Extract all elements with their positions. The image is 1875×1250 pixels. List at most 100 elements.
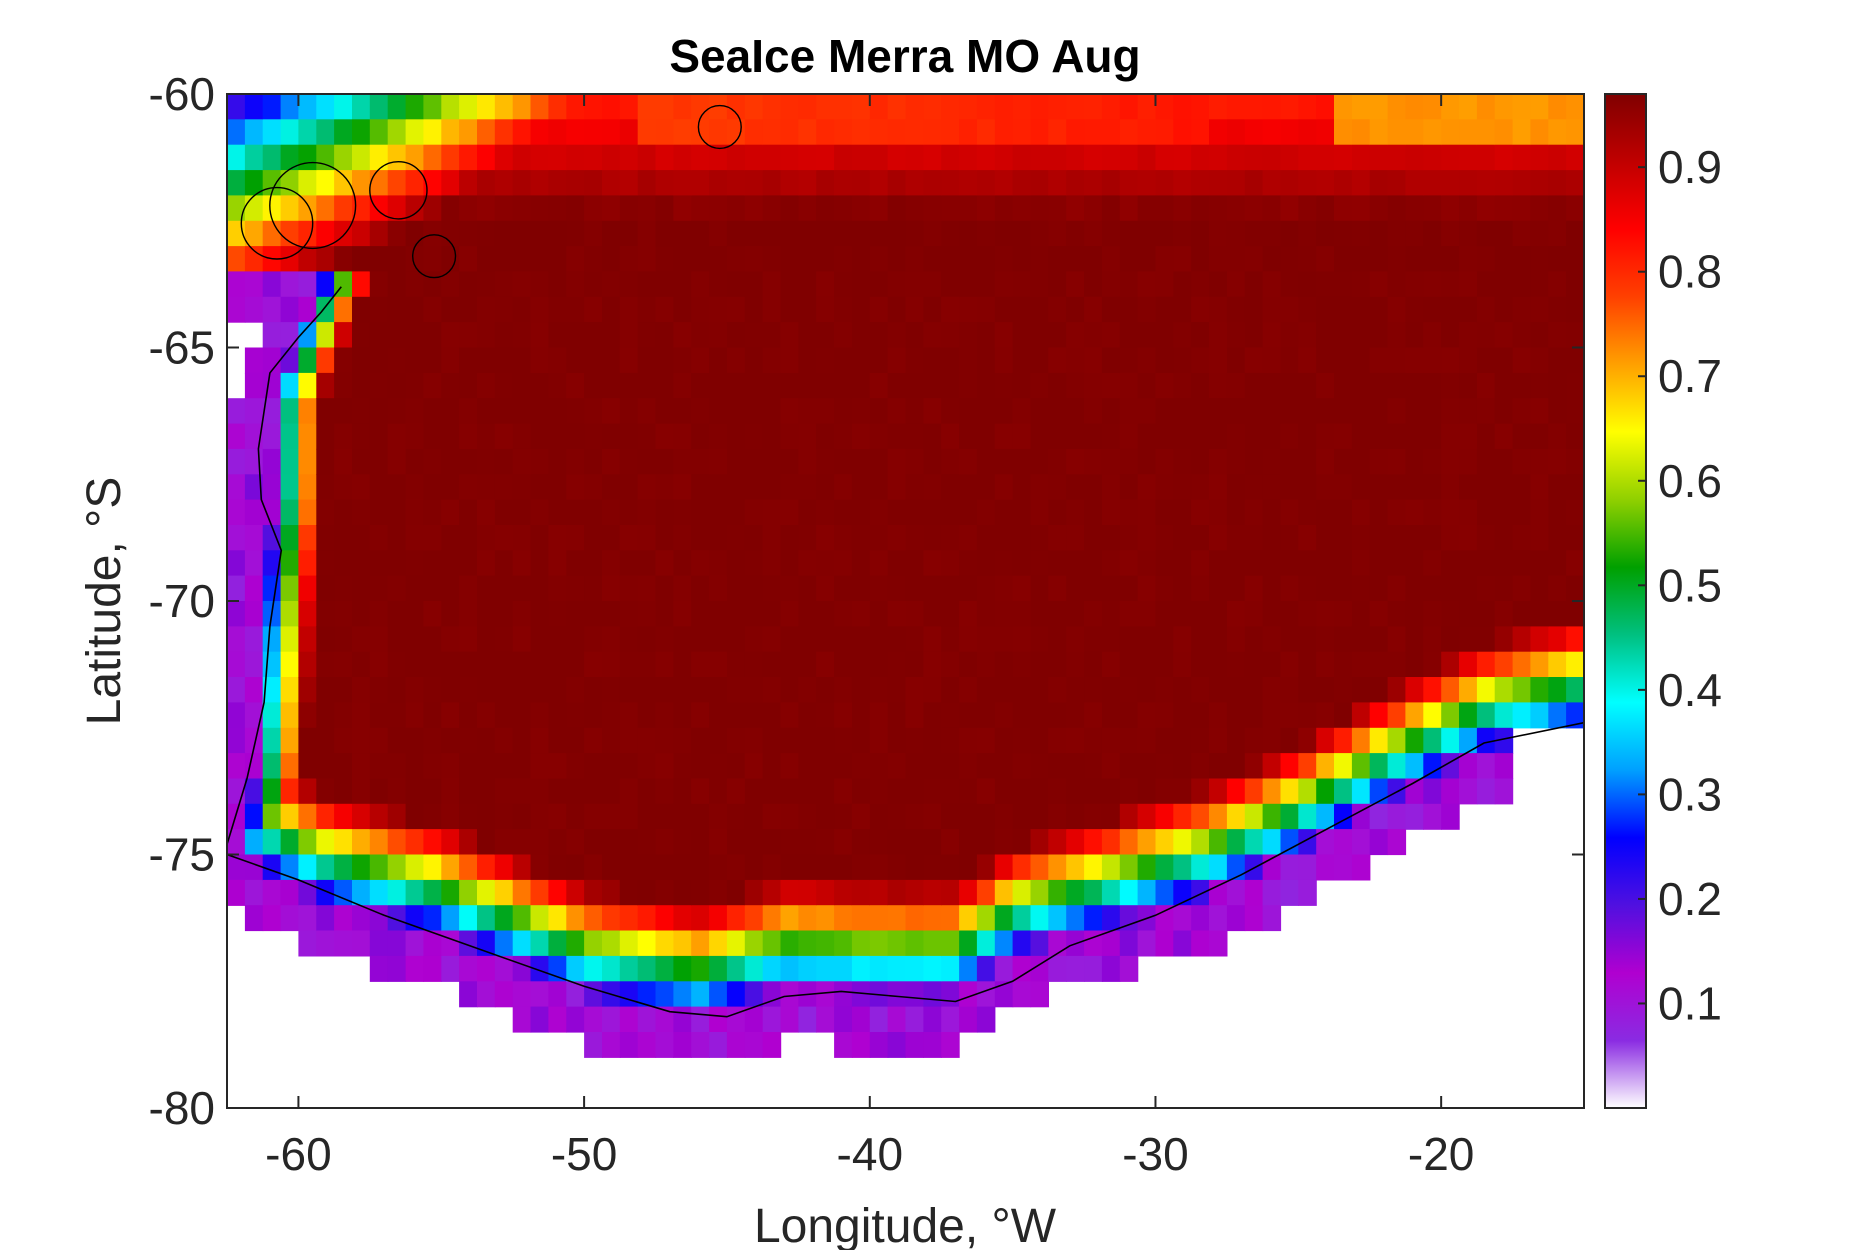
heatmap-cell	[673, 575, 692, 602]
heatmap-cell	[477, 955, 496, 982]
heatmap-cell	[1012, 930, 1032, 957]
heatmap-cell	[1530, 626, 1549, 653]
heatmap-cell	[1512, 398, 1532, 425]
heatmap-cell	[941, 474, 960, 501]
heatmap-cell	[1030, 550, 1049, 577]
heatmap-cell	[1316, 525, 1335, 551]
heatmap-cell	[1494, 651, 1514, 678]
heatmap-cell	[423, 879, 442, 906]
heatmap-cell	[762, 955, 782, 982]
heatmap-cell	[691, 905, 710, 932]
heatmap-cell	[494, 778, 514, 805]
heatmap-cell	[1137, 727, 1157, 754]
heatmap-cell	[298, 347, 317, 374]
heatmap-cell	[851, 347, 871, 374]
heatmap-cell	[227, 144, 246, 171]
heatmap-cell	[691, 1006, 710, 1033]
heatmap-cell	[316, 829, 335, 856]
heatmap-cell	[262, 220, 282, 247]
heatmap-cell	[244, 727, 264, 754]
heatmap-cell	[405, 322, 425, 349]
heatmap-cell	[1280, 220, 1299, 247]
heatmap-cell	[477, 271, 496, 298]
heatmap-cell	[1548, 398, 1567, 425]
heatmap-cell	[994, 474, 1014, 501]
heatmap-cell	[352, 271, 371, 298]
heatmap-cell	[1423, 296, 1442, 323]
heatmap-cell	[1387, 677, 1407, 703]
heatmap-cell	[887, 905, 907, 932]
heatmap-cell	[1441, 448, 1460, 475]
heatmap-cell	[1298, 854, 1317, 881]
heatmap-cell	[976, 347, 996, 374]
heatmap-cell	[655, 575, 674, 602]
heatmap-cell	[673, 372, 692, 399]
heatmap-cell	[566, 854, 585, 881]
heatmap-cell	[1387, 296, 1407, 323]
heatmap-cell	[405, 246, 425, 272]
heatmap-cell	[369, 854, 389, 881]
heatmap-cell	[762, 195, 782, 222]
heatmap-cell	[530, 220, 549, 247]
heatmap-cell	[262, 651, 282, 678]
heatmap-cell	[1084, 220, 1103, 247]
heatmap-cell	[334, 626, 353, 653]
heatmap-cell	[798, 322, 817, 349]
heatmap-cell	[834, 1032, 853, 1058]
heatmap-cell	[1262, 474, 1282, 501]
heatmap-cell	[1173, 448, 1192, 475]
heatmap-cell	[1155, 778, 1174, 805]
heatmap-cell	[1441, 499, 1460, 526]
heatmap-cell	[1101, 778, 1121, 805]
heatmap-cell	[298, 803, 317, 830]
heatmap-cell	[851, 423, 871, 450]
heatmap-cell	[548, 879, 567, 906]
heatmap-cell	[851, 296, 871, 323]
heatmap-cell	[851, 981, 871, 1008]
heatmap-cell	[1066, 753, 1085, 780]
heatmap-cell	[1048, 702, 1067, 729]
heatmap-cell	[941, 347, 960, 374]
heatmap-cell	[1173, 499, 1192, 526]
heatmap-cell	[905, 1006, 924, 1033]
heatmap-cell	[1459, 296, 1478, 323]
heatmap-cell	[619, 626, 639, 653]
heatmap-cell	[584, 195, 603, 222]
heatmap-cell	[1066, 803, 1085, 830]
heatmap-cell	[298, 499, 317, 526]
heatmap-cell	[994, 372, 1014, 399]
heatmap-cell	[584, 803, 603, 830]
heatmap-cell	[1405, 271, 1424, 298]
heatmap-cell	[227, 550, 246, 577]
heatmap-cell	[1084, 474, 1103, 501]
heatmap-cell	[1316, 753, 1335, 780]
heatmap-cell	[262, 271, 282, 298]
heatmap-cell	[1334, 195, 1353, 222]
heatmap-cell	[887, 271, 907, 298]
heatmap-cell	[1494, 677, 1514, 703]
heatmap-cell	[494, 448, 514, 475]
heatmap-cell	[762, 829, 782, 856]
heatmap-cell	[726, 778, 746, 805]
heatmap-cell	[1351, 803, 1371, 830]
heatmap-cell	[887, 753, 907, 780]
heatmap-cell	[1101, 651, 1121, 678]
heatmap-cell	[494, 347, 514, 374]
heatmap-cell	[1137, 119, 1157, 146]
heatmap-cell	[1262, 347, 1282, 374]
heatmap-cell	[1012, 778, 1032, 805]
heatmap-cell	[976, 398, 996, 425]
heatmap-cell	[869, 170, 889, 196]
heatmap-cell	[709, 702, 728, 729]
heatmap-cell	[1030, 398, 1049, 425]
heatmap-cell	[1101, 448, 1121, 475]
heatmap-cell	[227, 879, 246, 906]
heatmap-cell	[262, 372, 282, 399]
heatmap-cell	[780, 930, 799, 957]
heatmap-cell	[316, 94, 335, 120]
heatmap-cell	[619, 981, 639, 1008]
heatmap-cell	[1351, 778, 1371, 805]
heatmap-cell	[602, 499, 621, 526]
heatmap-cell	[1101, 879, 1121, 906]
heatmap-cell	[369, 119, 389, 146]
